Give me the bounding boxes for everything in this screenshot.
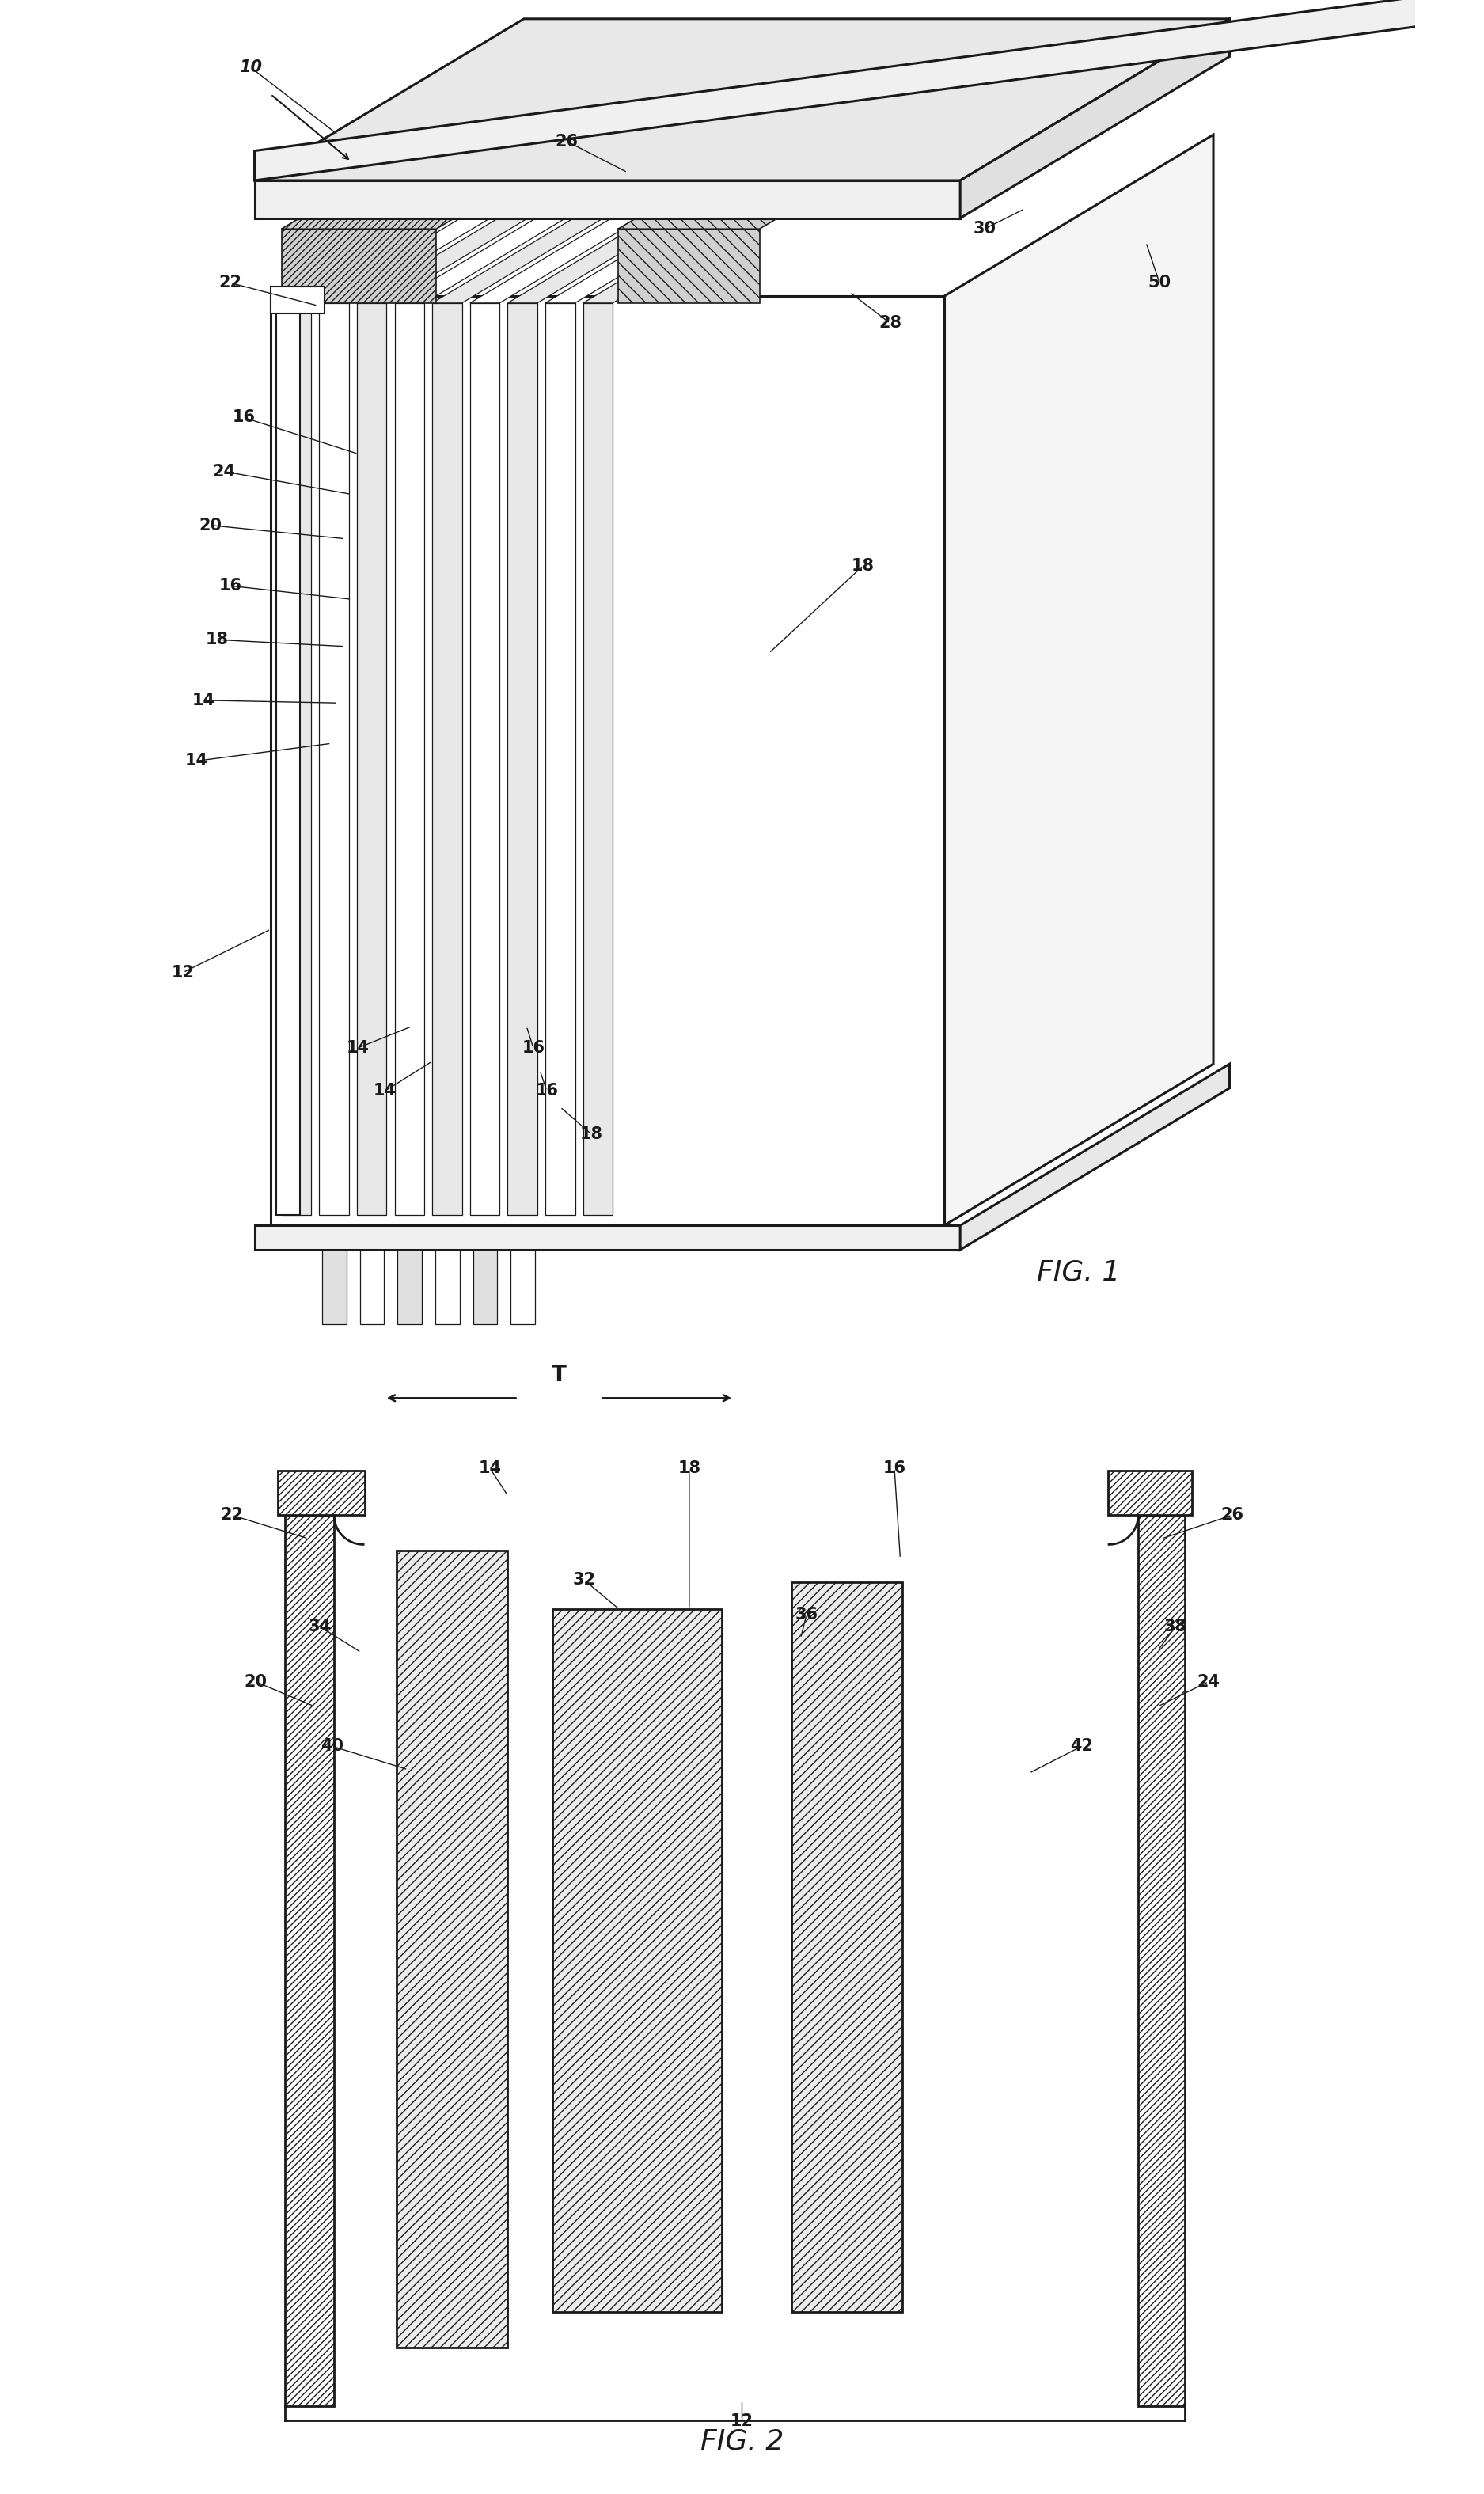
Polygon shape (791, 1581, 902, 2312)
Polygon shape (395, 304, 424, 1215)
Polygon shape (282, 142, 580, 304)
Text: 24: 24 (212, 464, 234, 479)
Text: 16: 16 (522, 1040, 545, 1055)
Polygon shape (270, 297, 944, 1225)
Text: 14: 14 (478, 1461, 502, 1476)
Polygon shape (944, 135, 1214, 1225)
Text: 14: 14 (347, 1040, 370, 1055)
Text: 26: 26 (1220, 1506, 1244, 1524)
Polygon shape (546, 142, 844, 304)
Text: 34: 34 (309, 1619, 331, 1634)
Text: 18: 18 (678, 1461, 700, 1476)
Text: 38: 38 (1165, 1619, 1187, 1634)
Polygon shape (356, 304, 386, 1215)
Polygon shape (254, 0, 1484, 180)
Polygon shape (398, 1249, 421, 1324)
Text: 12: 12 (730, 2414, 754, 2429)
Text: 30: 30 (974, 222, 996, 237)
Polygon shape (1138, 1516, 1186, 2407)
Text: 18: 18 (580, 1127, 603, 1142)
Text: 36: 36 (795, 1606, 818, 1624)
Polygon shape (1107, 1471, 1192, 1516)
Polygon shape (270, 287, 325, 314)
Polygon shape (583, 142, 881, 304)
Polygon shape (282, 172, 531, 229)
Text: 16: 16 (232, 409, 255, 426)
Text: 14: 14 (186, 753, 208, 768)
Text: 14: 14 (374, 1082, 396, 1100)
Circle shape (1434, 17, 1484, 77)
Text: 18: 18 (852, 559, 874, 574)
Polygon shape (960, 20, 1230, 217)
Polygon shape (285, 1516, 334, 2407)
Polygon shape (619, 229, 760, 304)
Polygon shape (432, 142, 732, 304)
Text: 20: 20 (243, 1673, 267, 1688)
Polygon shape (960, 1065, 1230, 1249)
Polygon shape (396, 1551, 508, 2347)
Text: 22: 22 (221, 1506, 243, 1524)
Polygon shape (473, 1249, 497, 1324)
Polygon shape (508, 142, 807, 304)
Text: 50: 50 (1149, 274, 1171, 292)
Text: 26: 26 (555, 135, 579, 150)
Polygon shape (319, 142, 619, 304)
Polygon shape (395, 142, 693, 304)
Polygon shape (276, 304, 300, 1215)
Text: 18: 18 (205, 631, 229, 648)
Text: 16: 16 (218, 579, 242, 594)
Text: 28: 28 (879, 314, 902, 332)
Polygon shape (282, 304, 312, 1215)
Polygon shape (470, 142, 769, 304)
Polygon shape (254, 180, 960, 217)
Polygon shape (546, 304, 574, 1215)
Polygon shape (432, 304, 462, 1215)
Polygon shape (359, 1249, 384, 1324)
Text: 42: 42 (1070, 1738, 1094, 1753)
Polygon shape (583, 304, 613, 1215)
Text: 14: 14 (191, 693, 215, 708)
Polygon shape (282, 229, 436, 304)
Text: 10: 10 (239, 60, 263, 75)
Polygon shape (356, 142, 656, 304)
Polygon shape (470, 304, 500, 1215)
Text: 20: 20 (199, 516, 221, 534)
Polygon shape (278, 1471, 365, 1516)
Text: FIG. 2: FIG. 2 (700, 2427, 784, 2454)
Text: 12: 12 (172, 965, 194, 980)
Text: FIG. 1: FIG. 1 (1037, 1259, 1120, 1287)
Polygon shape (319, 304, 349, 1215)
Polygon shape (322, 1249, 346, 1324)
Text: 40: 40 (321, 1738, 343, 1753)
Text: 22: 22 (218, 274, 242, 292)
Polygon shape (435, 1249, 460, 1324)
Polygon shape (552, 1609, 723, 2312)
Polygon shape (508, 304, 537, 1215)
Polygon shape (619, 172, 853, 229)
Polygon shape (254, 20, 1230, 180)
Text: T: T (552, 1364, 567, 1387)
Text: 24: 24 (1198, 1673, 1220, 1688)
Text: 16: 16 (883, 1461, 905, 1476)
Polygon shape (510, 1249, 534, 1324)
Text: 32: 32 (573, 1571, 595, 1589)
Polygon shape (254, 1225, 960, 1249)
Text: 16: 16 (536, 1082, 558, 1100)
